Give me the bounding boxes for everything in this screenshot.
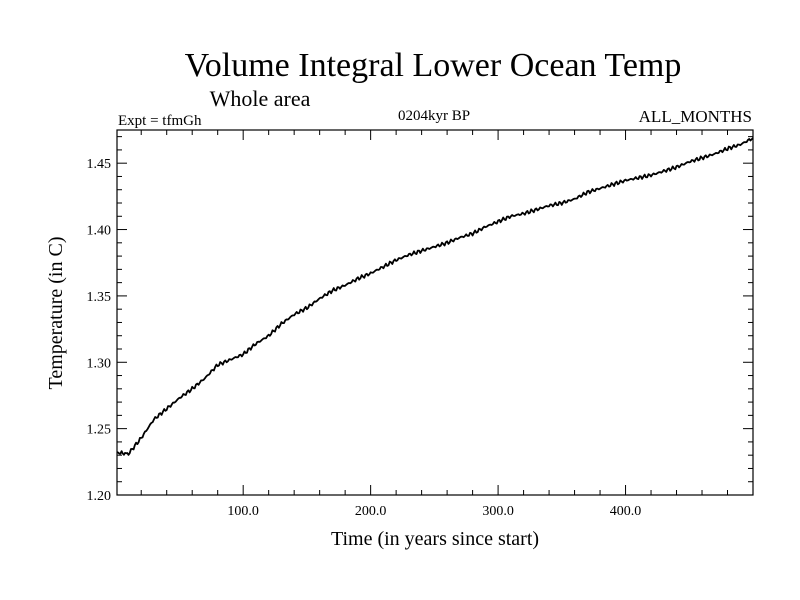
months-label: ALL_MONTHS: [639, 107, 752, 126]
period-label: 0204kyr BP: [398, 108, 470, 124]
y-tick-label: 1.45: [87, 157, 112, 172]
y-tick-label: 1.40: [87, 224, 112, 239]
x-tick-label: 400.0: [610, 504, 642, 519]
data-series-line: [116, 137, 754, 456]
x-tick-label: 300.0: [482, 504, 514, 519]
axis-tick-labels: 100.0 200.0 300.0 400.0 1.20 1.25 1.30 1.35 1.40…: [87, 157, 642, 519]
plot-area-frame: [116, 129, 754, 496]
x-tick-label: 200.0: [355, 504, 387, 519]
experiment-label: Expt = tfmGh: [118, 113, 202, 129]
x-axis-label: Time (in years since start): [331, 528, 539, 550]
y-tick-label: 1.30: [87, 356, 112, 371]
y-axis-label: Temperature (in C): [45, 237, 67, 390]
chart-title: Volume Integral Lower Ocean Temp: [185, 47, 682, 84]
y-tick-label: 1.20: [87, 489, 112, 504]
x-tick-label: 100.0: [227, 504, 259, 519]
axis-ticks: [117, 130, 753, 495]
chart-subtitle: Whole area: [210, 86, 311, 111]
y-tick-label: 1.35: [87, 290, 112, 305]
y-tick-label: 1.25: [87, 423, 112, 438]
